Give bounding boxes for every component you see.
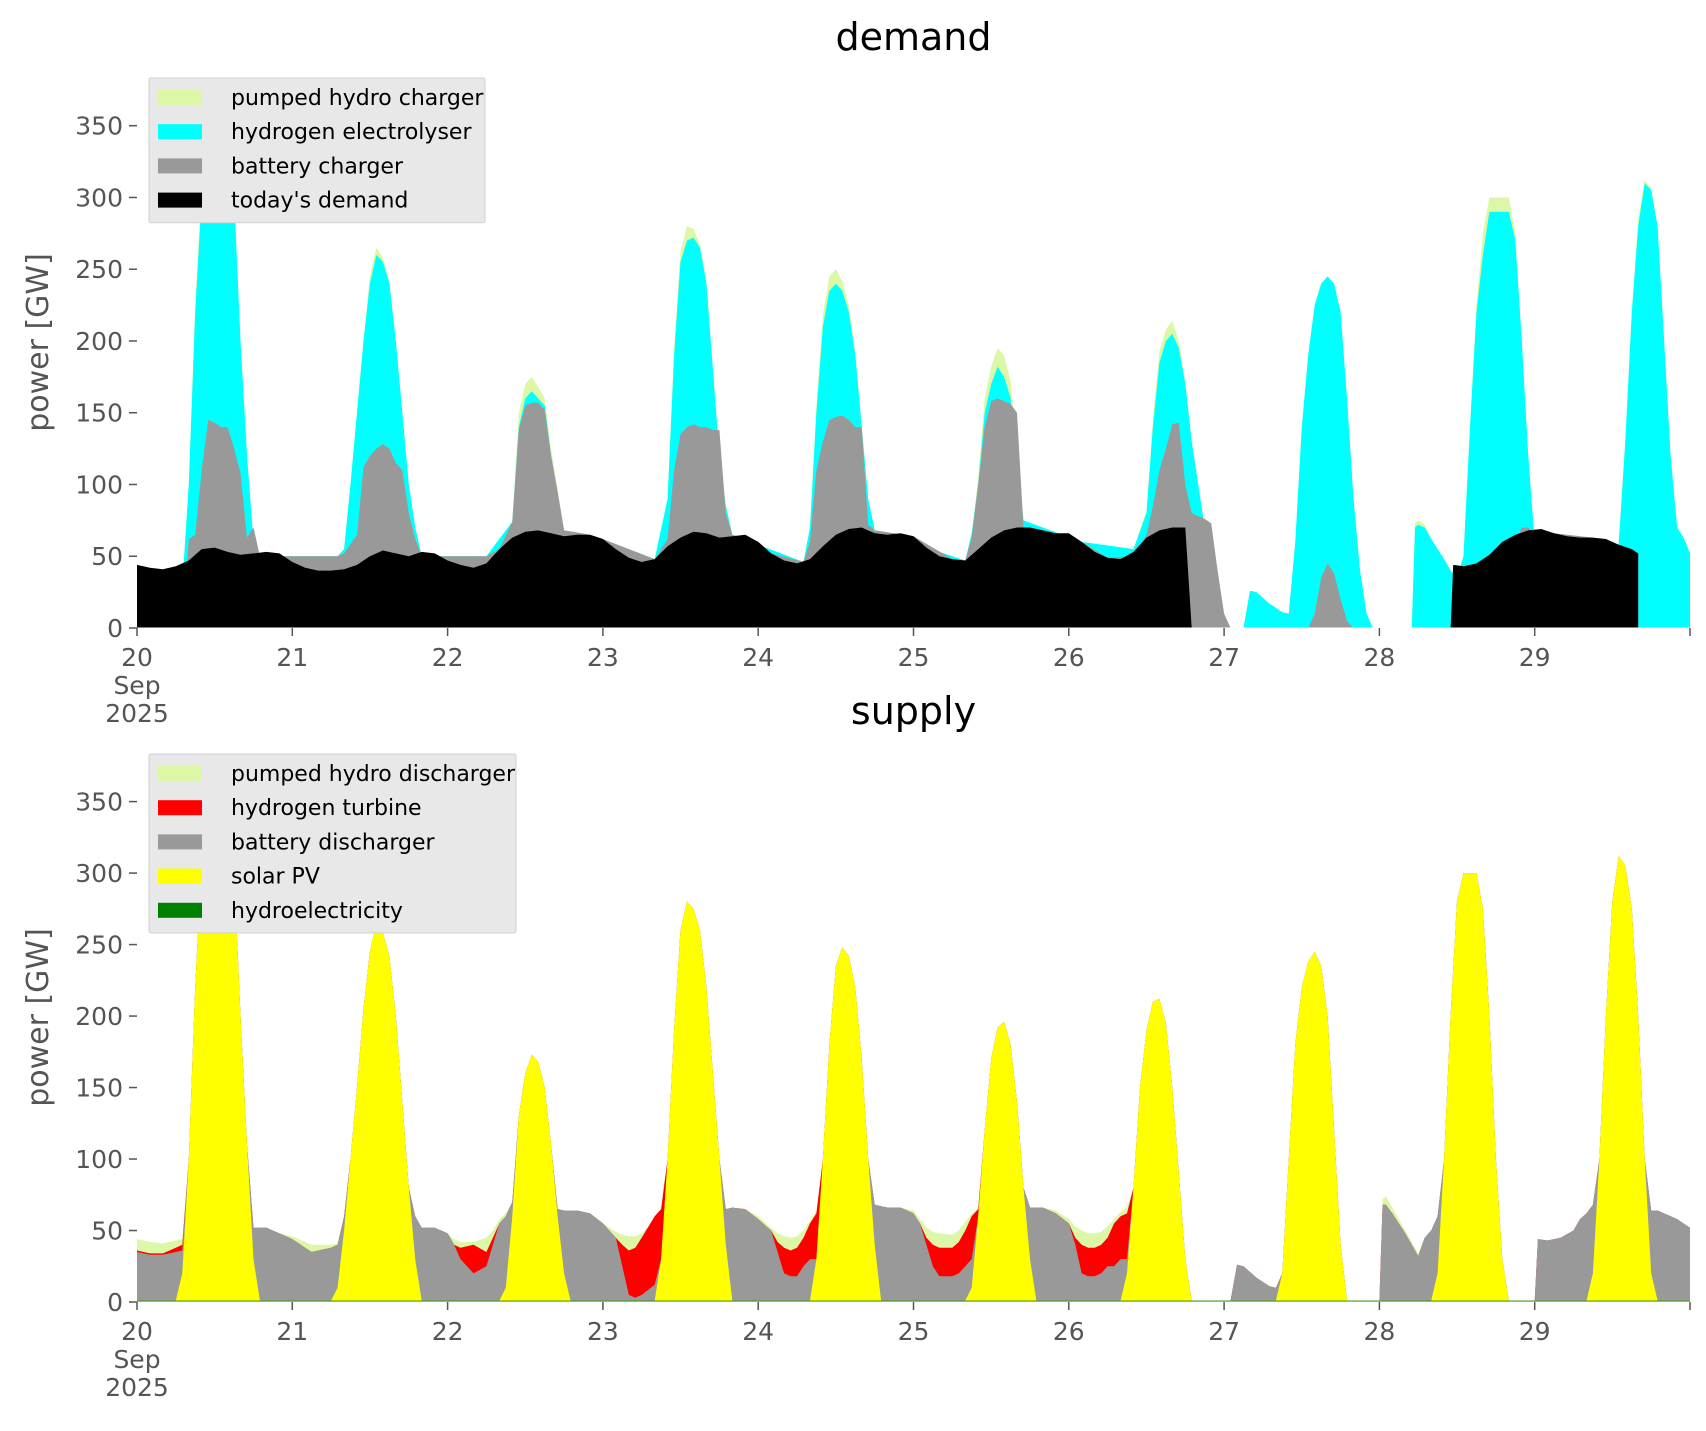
x-tick-label: 22 [432, 1317, 464, 1346]
y-tick-label: 350 [75, 788, 123, 817]
x-tick-label: 27 [1208, 643, 1240, 672]
legend-box [148, 77, 486, 224]
x-tick-label: 24 [742, 643, 774, 672]
legend-label: hydrogen turbine [231, 796, 422, 821]
y-tick-label: 0 [107, 1288, 123, 1317]
legend-label: pumped hydro discharger [231, 762, 516, 787]
x-tick-label-year: 2025 [105, 1373, 169, 1402]
area-today-s-demand [137, 527, 1639, 628]
y-tick-label: 200 [75, 1002, 123, 1031]
legend-swatch [158, 834, 202, 850]
y-tick-label: 50 [91, 1217, 123, 1246]
y-tick-label: 250 [75, 255, 123, 284]
x-tick-label: 20 [121, 1317, 153, 1346]
legend-swatch [158, 868, 202, 884]
legend-swatch [158, 800, 202, 816]
legend: pumped hydro charger hydrogen electrolyse… [148, 77, 486, 224]
y-tick-label: 50 [91, 542, 123, 571]
legend-label: pumped hydro charger [231, 86, 484, 111]
area-solar-pv [137, 794, 1690, 1302]
y-axis-label: power [GW] [21, 253, 56, 432]
x-tick-label: 27 [1208, 1317, 1240, 1346]
y-axis-label: power [GW] [21, 928, 56, 1107]
legend-box [148, 753, 517, 934]
y-tick-label: 300 [75, 183, 123, 212]
x-tick-label: 21 [276, 1317, 308, 1346]
y-tick-label: 350 [75, 112, 123, 141]
legend-swatch [158, 766, 202, 781]
y-tick-label: 150 [75, 399, 123, 428]
y-axis: 0 50 100 150 200 250 300 350 [75, 788, 137, 1317]
legend-label: battery discharger [231, 830, 436, 855]
y-tick-label: 200 [75, 327, 123, 356]
legend-swatch [158, 192, 202, 208]
y-tick-label: 100 [75, 1145, 123, 1174]
x-tick-label: 23 [587, 1317, 619, 1346]
legend-label: battery charger [231, 154, 404, 179]
y-tick-label: 250 [75, 931, 123, 960]
legend-swatch [158, 158, 202, 174]
x-tick-label: 26 [1053, 1317, 1085, 1346]
x-tick-label: 23 [587, 643, 619, 672]
area-series-group [137, 118, 1690, 628]
x-tick-label-month: Sep [113, 671, 160, 700]
legend-label: hydroelectricity [231, 899, 403, 924]
x-tick-label: 22 [432, 643, 464, 672]
x-tick-label: 26 [1053, 643, 1085, 672]
x-tick-label-month: Sep [113, 1345, 160, 1374]
x-tick-label: 20 [121, 643, 153, 672]
x-tick-label: 29 [1519, 643, 1551, 672]
legend-swatch [158, 90, 202, 105]
legend-label: solar PV [231, 865, 320, 890]
y-tick-label: 0 [107, 614, 123, 643]
legend: pumped hydro discharger hydrogen turbine b… [148, 753, 517, 934]
x-tick-label: 28 [1363, 643, 1395, 672]
y-tick-label: 150 [75, 1074, 123, 1103]
x-tick-label: 29 [1519, 1317, 1551, 1346]
area-series-group [137, 794, 1690, 1302]
x-tick-label: 25 [898, 643, 930, 672]
y-tick-label: 100 [75, 470, 123, 499]
y-tick-label: 300 [75, 859, 123, 888]
chart-title: demand [835, 15, 991, 59]
chart-title: supply [851, 689, 976, 733]
legend-label: hydrogen electrolyser [231, 120, 472, 145]
legend-swatch [158, 902, 202, 918]
y-axis: 0 50 100 150 200 250 300 350 [75, 112, 137, 643]
legend-swatch [158, 124, 202, 140]
x-tick-label-year: 2025 [105, 699, 169, 728]
x-tick-label: 28 [1363, 1317, 1395, 1346]
x-tick-label: 24 [742, 1317, 774, 1346]
x-tick-label: 25 [898, 1317, 930, 1346]
legend-label: today's demand [231, 189, 408, 214]
x-tick-label: 21 [276, 643, 308, 672]
